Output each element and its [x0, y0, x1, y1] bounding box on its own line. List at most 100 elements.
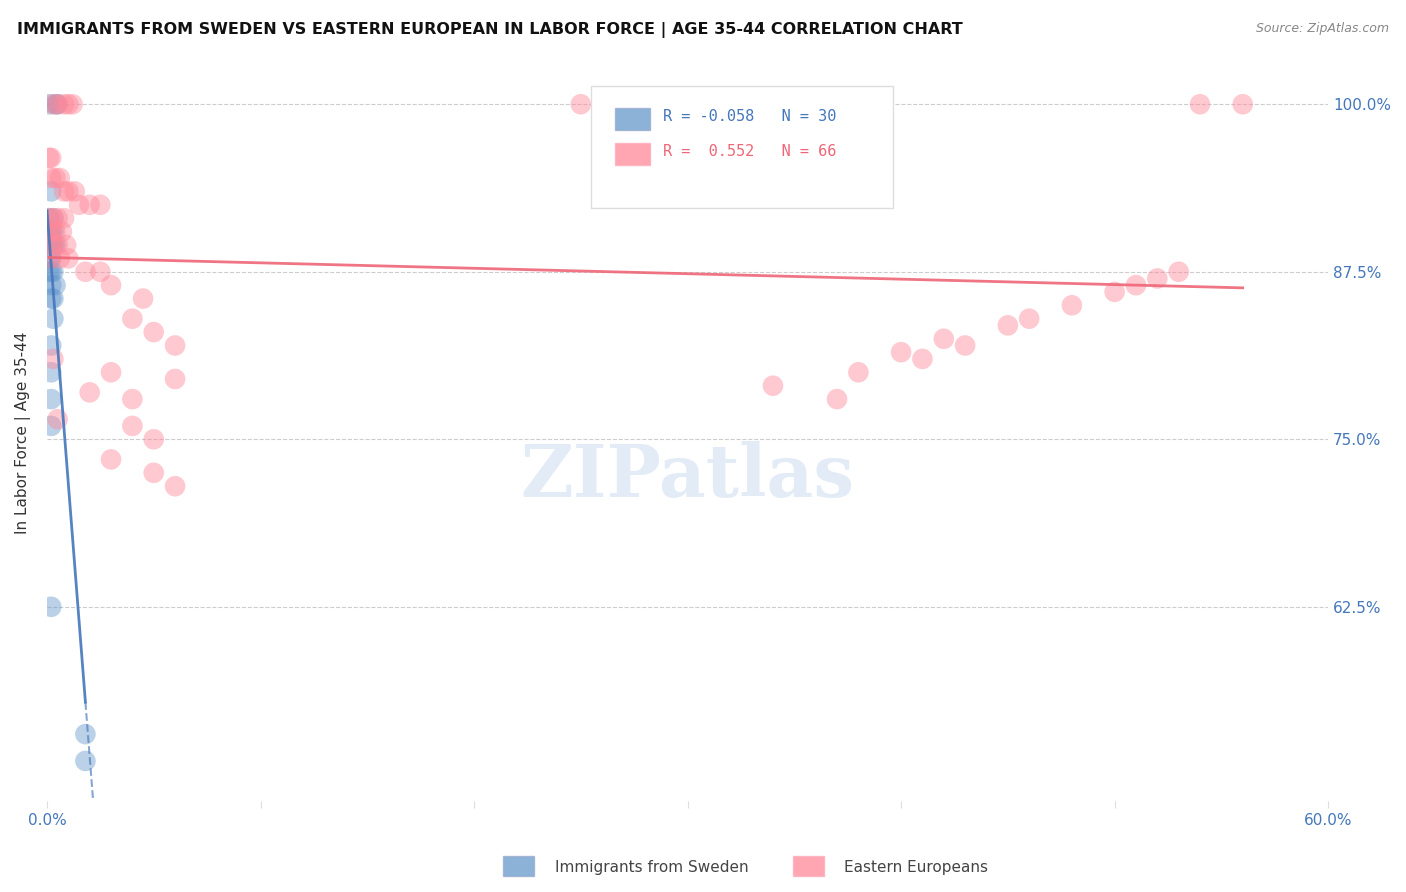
FancyBboxPatch shape — [592, 87, 893, 208]
Point — [46, 412, 69, 426]
Point — [121, 418, 143, 433]
Point — [39, 392, 62, 406]
Text: R =  0.552   N = 66: R = 0.552 N = 66 — [664, 145, 837, 159]
Point — [44, 171, 66, 186]
Point — [1189, 97, 1212, 112]
Point — [39, 265, 62, 279]
Point — [39, 365, 62, 379]
Point — [46, 97, 69, 112]
Point — [1167, 265, 1189, 279]
Point — [1060, 298, 1083, 312]
Text: ZIPatlas: ZIPatlas — [520, 442, 855, 512]
Point — [38, 265, 60, 279]
Point — [39, 171, 62, 186]
Point — [39, 292, 62, 306]
Point — [1125, 278, 1147, 293]
Point — [44, 238, 66, 252]
Text: Immigrants from Sweden: Immigrants from Sweden — [555, 860, 749, 874]
Text: Source: ZipAtlas.com: Source: ZipAtlas.com — [1256, 22, 1389, 36]
Point — [51, 225, 73, 239]
Point — [142, 466, 165, 480]
Point — [42, 292, 65, 306]
Point — [165, 479, 187, 493]
FancyBboxPatch shape — [614, 143, 651, 165]
Point — [39, 418, 62, 433]
Point — [100, 365, 122, 379]
Text: Eastern Europeans: Eastern Europeans — [844, 860, 987, 874]
Point — [63, 185, 86, 199]
Point — [79, 385, 101, 400]
Point — [62, 97, 84, 112]
Point — [75, 727, 97, 741]
Point — [142, 432, 165, 446]
Point — [49, 171, 72, 186]
Point — [49, 252, 72, 266]
Point — [58, 252, 80, 266]
Point — [997, 318, 1019, 333]
Point — [42, 238, 65, 252]
Point — [1104, 285, 1126, 299]
Point — [121, 392, 143, 406]
Point — [79, 198, 101, 212]
Point — [75, 265, 97, 279]
Point — [38, 238, 60, 252]
Point — [38, 211, 60, 226]
Point — [848, 365, 870, 379]
Point — [1146, 271, 1168, 285]
Point — [762, 378, 785, 392]
Point — [39, 338, 62, 352]
Point — [569, 97, 592, 112]
Point — [121, 311, 143, 326]
Point — [38, 211, 60, 226]
Point — [39, 252, 62, 266]
Point — [1232, 97, 1254, 112]
Point — [42, 97, 65, 112]
Text: IMMIGRANTS FROM SWEDEN VS EASTERN EUROPEAN IN LABOR FORCE | AGE 35-44 CORRELATIO: IMMIGRANTS FROM SWEDEN VS EASTERN EUROPE… — [17, 22, 963, 38]
Text: R = -0.058   N = 30: R = -0.058 N = 30 — [664, 109, 837, 124]
Point — [42, 211, 65, 226]
Point — [100, 452, 122, 467]
Point — [1018, 311, 1040, 326]
Point — [655, 97, 678, 112]
Point — [46, 238, 69, 252]
FancyBboxPatch shape — [793, 856, 824, 876]
Point — [38, 97, 60, 112]
Point — [58, 97, 80, 112]
Point — [39, 252, 62, 266]
Point — [39, 225, 62, 239]
Y-axis label: In Labor Force | Age 35-44: In Labor Force | Age 35-44 — [15, 332, 31, 533]
Point — [55, 238, 77, 252]
Point — [46, 211, 69, 226]
Point — [38, 225, 60, 239]
Point — [42, 311, 65, 326]
Point — [42, 225, 65, 239]
Point — [165, 372, 187, 386]
Point — [58, 185, 80, 199]
Point — [932, 332, 955, 346]
Point — [53, 97, 76, 112]
Point — [46, 97, 69, 112]
Point — [39, 599, 62, 614]
Point — [39, 225, 62, 239]
Point — [612, 97, 634, 112]
Point — [953, 338, 976, 352]
Point — [38, 238, 60, 252]
Point — [911, 351, 934, 366]
Point — [132, 292, 155, 306]
Point — [44, 225, 66, 239]
Point — [165, 338, 187, 352]
Point — [42, 211, 65, 226]
Point — [100, 278, 122, 293]
Point — [39, 185, 62, 199]
Point — [89, 198, 111, 212]
Point — [53, 185, 76, 199]
Point — [53, 211, 76, 226]
Point — [825, 392, 848, 406]
Point — [67, 198, 90, 212]
FancyBboxPatch shape — [614, 108, 651, 130]
Point — [89, 265, 111, 279]
Point — [142, 325, 165, 339]
Point — [38, 252, 60, 266]
Point — [75, 754, 97, 768]
Point — [42, 238, 65, 252]
